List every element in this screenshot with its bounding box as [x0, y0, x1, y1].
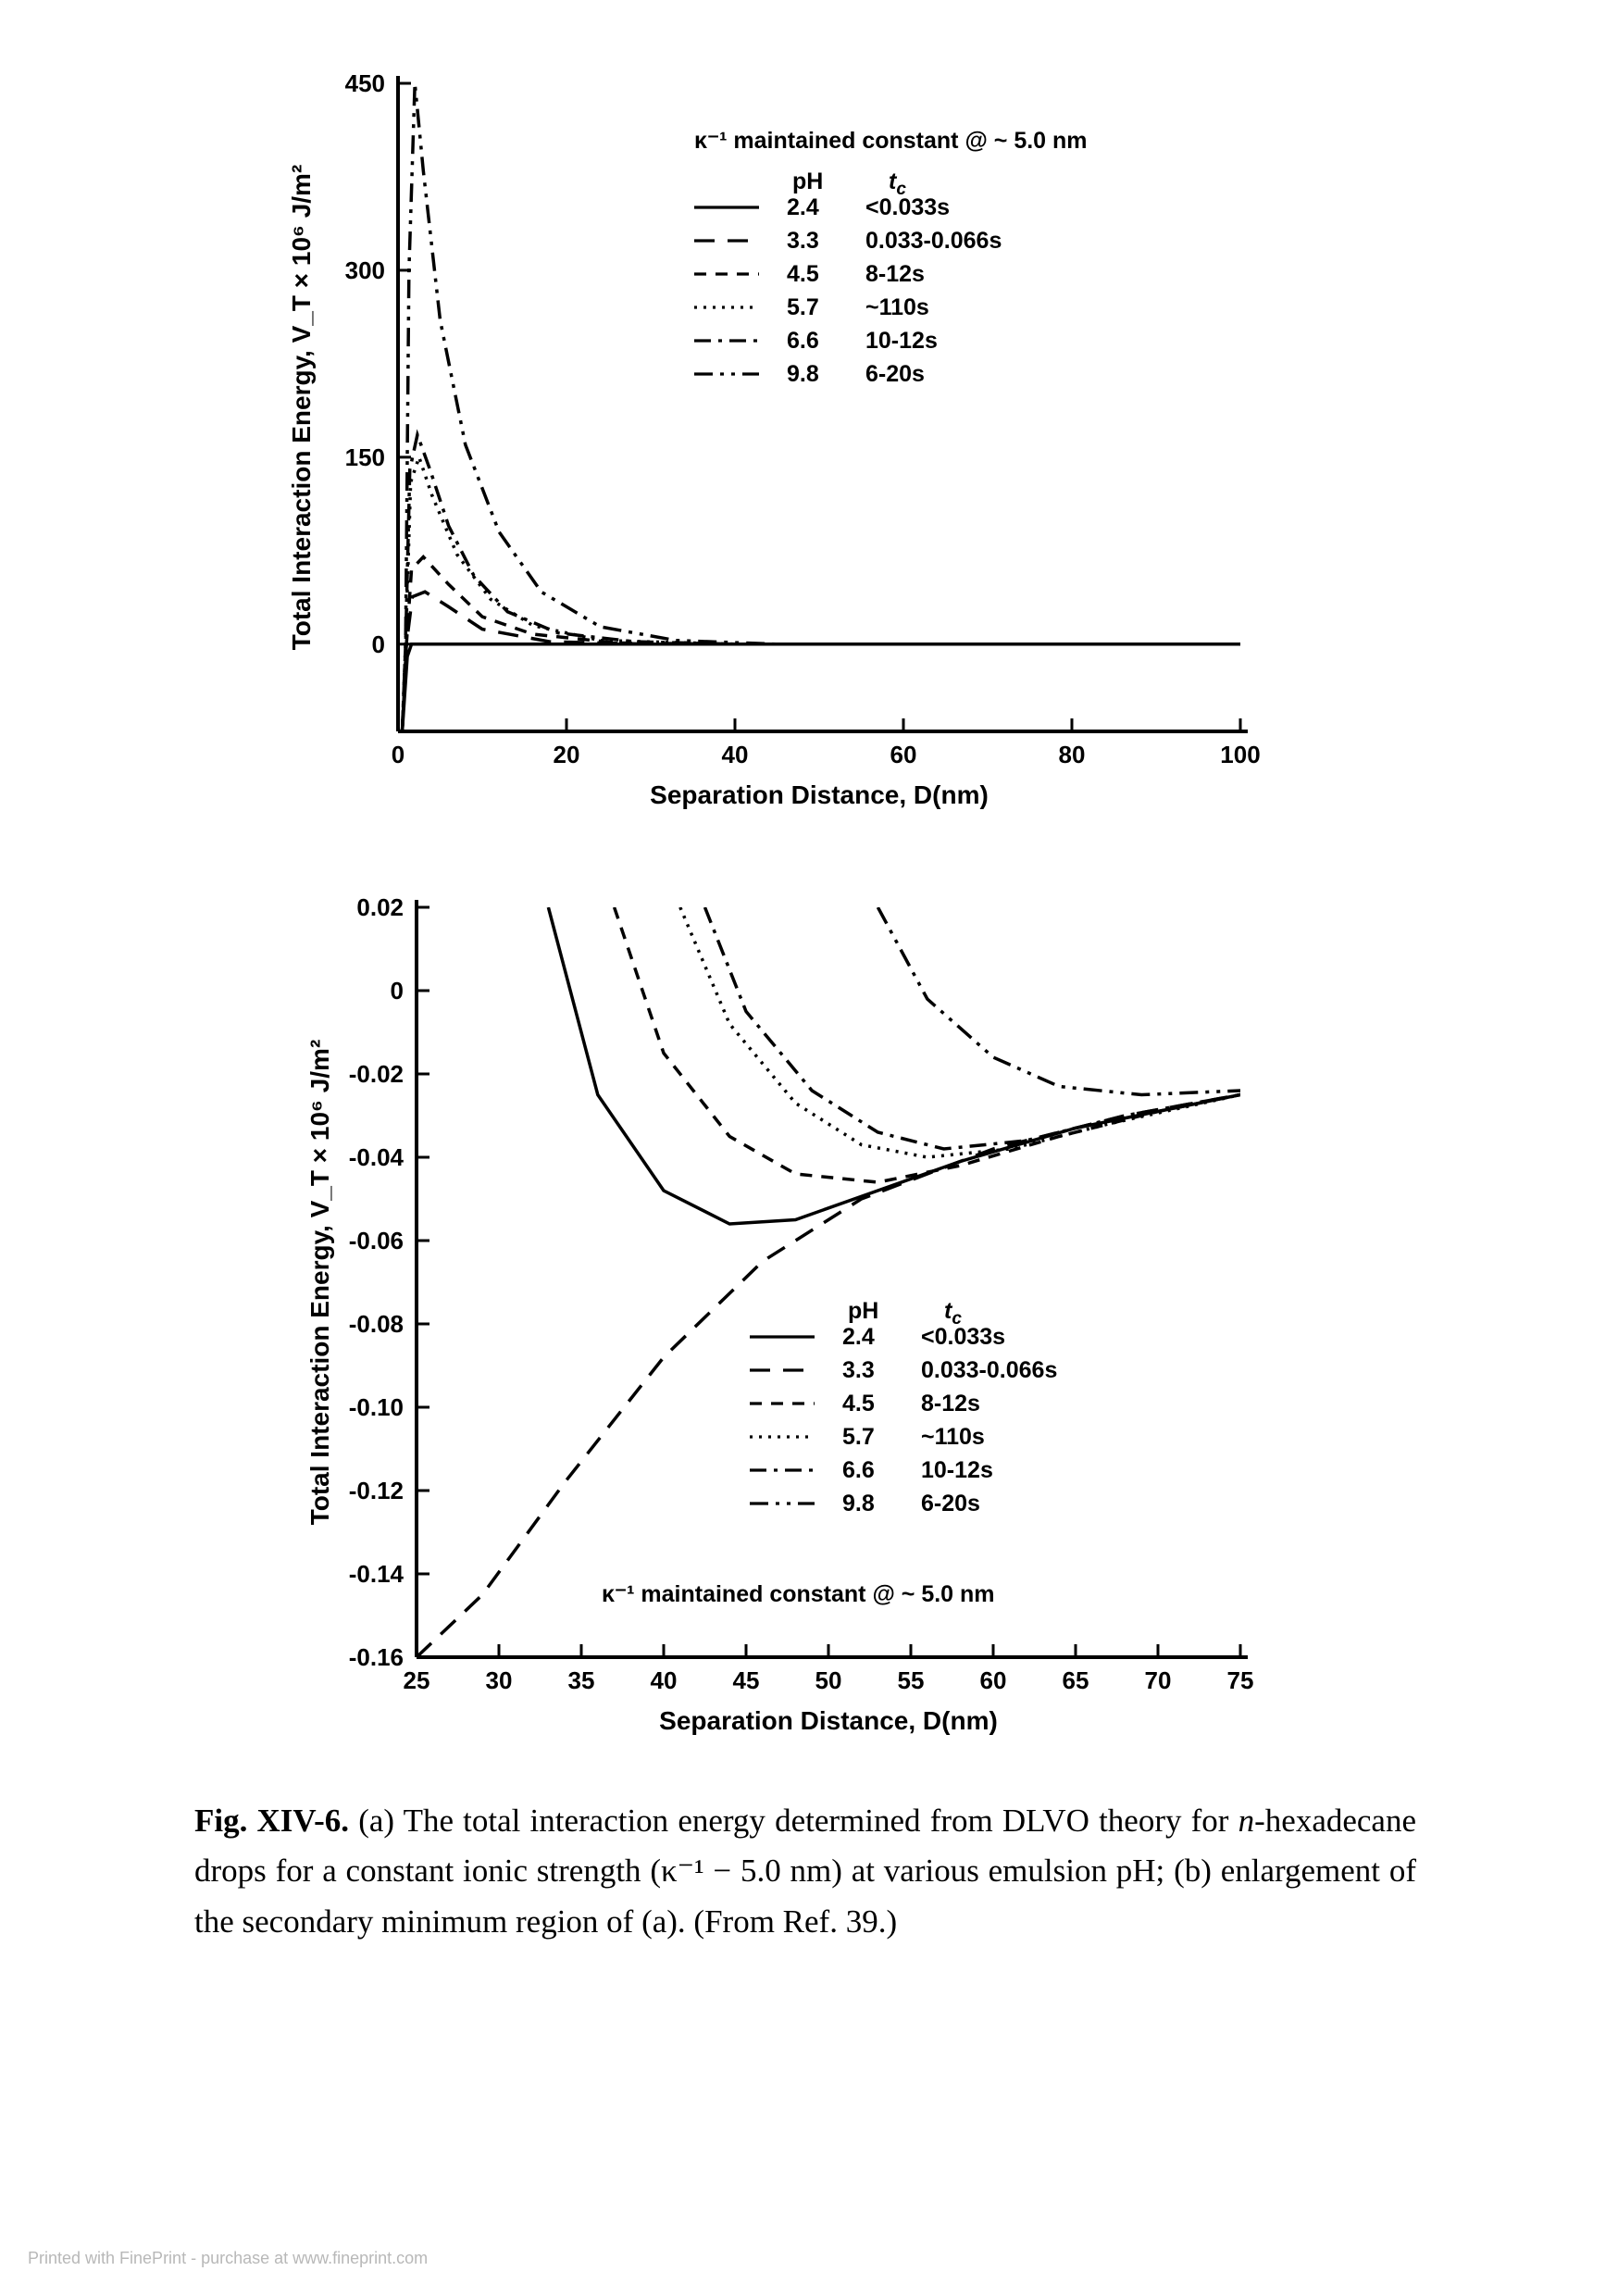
svg-text:2.4: 2.4: [842, 1324, 875, 1350]
caption-text-a: (a) The total interaction energy determi…: [358, 1803, 1238, 1839]
svg-text:60: 60: [890, 741, 917, 768]
svg-text:9.8: 9.8: [787, 361, 819, 387]
chart-a-svg: 0 20 40 60 80 100 0 150 300 450 Separation Distanc…: [259, 65, 1277, 833]
svg-text:40: 40: [651, 1666, 678, 1694]
svg-text:8-12s: 8-12s: [865, 261, 925, 287]
svg-text:30: 30: [486, 1666, 513, 1694]
svg-text:10-12s: 10-12s: [865, 328, 938, 354]
svg-text:κ⁻¹ maintained constant @ ~ 5.: κ⁻¹ maintained constant @ ~ 5.0 nm: [694, 128, 1088, 154]
svg-text:10-12s: 10-12s: [921, 1457, 993, 1483]
svg-text:-0.16: -0.16: [349, 1643, 404, 1671]
svg-text:κ⁻¹ maintained constant @ ~ 5.: κ⁻¹ maintained constant @ ~ 5.0 nm: [602, 1581, 995, 1607]
svg-text:40: 40: [722, 741, 749, 768]
svg-text:0.02: 0.02: [356, 893, 404, 921]
svg-text:6-20s: 6-20s: [921, 1491, 980, 1516]
svg-text:65: 65: [1063, 1666, 1089, 1694]
caption-label: Fig. XIV-6.: [194, 1803, 349, 1839]
svg-text:45: 45: [733, 1666, 760, 1694]
chart-b-svg: 25 30 35 40 45 50 55 60 65 70 75 -0.16 -0.14 -0.12 -0.…: [259, 889, 1277, 1759]
svg-text:pH: pH: [792, 168, 823, 194]
svg-text:-0.06: -0.06: [349, 1227, 404, 1254]
svg-text:3.3: 3.3: [787, 228, 819, 254]
svg-text:-0.14: -0.14: [349, 1560, 404, 1588]
svg-text:35: 35: [568, 1666, 595, 1694]
svg-text:4.5: 4.5: [842, 1391, 875, 1416]
svg-text:Separation Distance, D(nm): Separation Distance, D(nm): [650, 780, 989, 809]
svg-text:4.5: 4.5: [787, 261, 819, 287]
svg-text:80: 80: [1059, 741, 1086, 768]
svg-text:0: 0: [372, 630, 385, 658]
svg-text:0.033-0.066s: 0.033-0.066s: [921, 1357, 1057, 1383]
svg-text:0: 0: [391, 977, 404, 1004]
svg-text:Separation Distance, D(nm): Separation Distance, D(nm): [659, 1706, 998, 1735]
svg-text:pH: pH: [848, 1298, 878, 1324]
chart-a: 0 20 40 60 80 100 0 150 300 450 Separation Distanc…: [259, 65, 1277, 833]
svg-text:0.033-0.066s: 0.033-0.066s: [865, 228, 1002, 254]
svg-text:6.6: 6.6: [787, 328, 819, 354]
svg-text:<0.033s: <0.033s: [865, 194, 950, 220]
svg-text:60: 60: [980, 1666, 1007, 1694]
svg-text:-0.02: -0.02: [349, 1060, 404, 1088]
svg-text:9.8: 9.8: [842, 1491, 875, 1516]
svg-text:2.4: 2.4: [787, 194, 819, 220]
svg-text:~110s: ~110s: [865, 294, 929, 320]
svg-text:-0.10: -0.10: [349, 1393, 404, 1421]
footer-watermark: Printed with FinePrint - purchase at www…: [28, 2249, 428, 2268]
svg-text:~110s: ~110s: [921, 1424, 985, 1450]
svg-text:5.7: 5.7: [842, 1424, 875, 1450]
svg-text:70: 70: [1145, 1666, 1172, 1694]
svg-text:-0.04: -0.04: [349, 1143, 404, 1171]
svg-text:150: 150: [345, 443, 385, 471]
svg-text:450: 450: [345, 69, 385, 97]
svg-text:Total Interaction Energy, V_T: Total Interaction Energy, V_T × 10⁶ J/m²: [287, 165, 316, 651]
svg-text:50: 50: [815, 1666, 842, 1694]
svg-text:-0.08: -0.08: [349, 1310, 404, 1338]
svg-text:20: 20: [554, 741, 580, 768]
svg-text:5.7: 5.7: [787, 294, 819, 320]
svg-text:<0.033s: <0.033s: [921, 1324, 1005, 1350]
svg-text:-0.12: -0.12: [349, 1477, 404, 1504]
svg-text:0: 0: [392, 741, 404, 768]
svg-text:25: 25: [404, 1666, 430, 1694]
svg-text:300: 300: [345, 256, 385, 284]
chart-b: 25 30 35 40 45 50 55 60 65 70 75 -0.16 -0.14 -0.12 -0.…: [259, 889, 1277, 1759]
svg-text:6.6: 6.6: [842, 1457, 875, 1483]
figure-caption: Fig. XIV-6. (a) The total interaction en…: [194, 1796, 1416, 1947]
svg-text:6-20s: 6-20s: [865, 361, 925, 387]
svg-text:55: 55: [898, 1666, 925, 1694]
svg-text:3.3: 3.3: [842, 1357, 875, 1383]
svg-text:100: 100: [1220, 741, 1260, 768]
page: 0204060801000150300450Separation Distanc…: [0, 0, 1618, 2296]
svg-text:8-12s: 8-12s: [921, 1391, 980, 1416]
svg-text:75: 75: [1227, 1666, 1254, 1694]
svg-text:Total Interaction Energy, V_T: Total Interaction Energy, V_T × 10⁶ J/m²: [305, 1040, 334, 1526]
